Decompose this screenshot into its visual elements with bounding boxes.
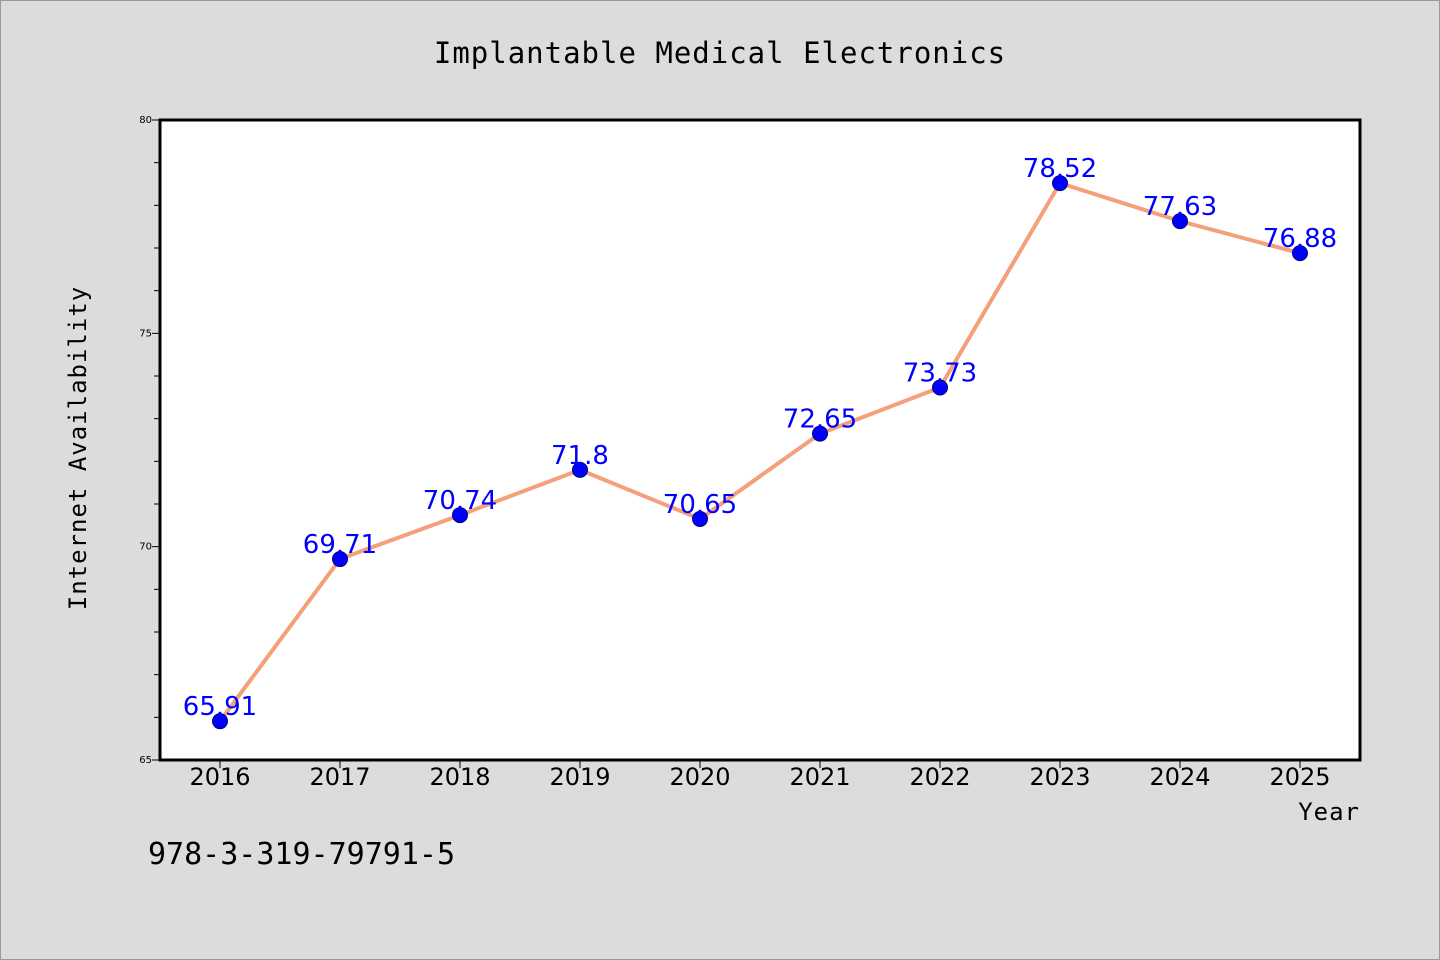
x-tick-label: 2025 — [1269, 763, 1330, 791]
data-label: 76.88 — [1263, 224, 1337, 254]
data-point — [572, 461, 588, 478]
x-tick-label: 2019 — [549, 763, 610, 791]
data-point — [932, 379, 948, 396]
x-axis-ticks: 2016 2017 2018 2019 2020 2021 2022 2023 2024 2025 — [189, 760, 1331, 791]
data-point — [1292, 245, 1308, 262]
footer-code: 978-3-319-79791-5 — [148, 837, 455, 872]
data-label: 72.65 — [783, 405, 857, 435]
y-tick-label: 75 — [139, 328, 152, 339]
data-point — [692, 510, 708, 527]
data-point — [332, 551, 348, 568]
y-tick-label: 70 — [139, 542, 152, 553]
y-axis-ticks: 65 70 75 80 — [139, 115, 160, 766]
data-label: 71.8 — [551, 441, 609, 471]
data-labels: 65.91 69.71 70.74 71.8 70.65 72.65 73.73 78.52 7… — [183, 154, 1337, 722]
y-tick-label: 65 — [139, 755, 152, 766]
series-line — [218, 181, 1301, 723]
x-tick-label: 2017 — [309, 763, 370, 791]
x-axis-label: Year — [1298, 798, 1360, 826]
data-point — [452, 507, 468, 524]
data-label: 70.65 — [663, 490, 737, 520]
data-series — [212, 175, 1308, 730]
data-point — [1172, 213, 1188, 230]
plot-area — [158, 118, 1362, 762]
data-label: 78.52 — [1023, 154, 1097, 184]
x-tick-label: 2023 — [1029, 763, 1090, 791]
x-tick-label: 2021 — [789, 763, 850, 791]
data-label: 65.91 — [183, 692, 257, 722]
data-label: 73.73 — [903, 359, 977, 389]
data-point — [212, 713, 228, 730]
data-label: 70.74 — [423, 486, 497, 516]
data-point — [812, 425, 828, 442]
x-tick-label: 2018 — [429, 763, 490, 791]
x-tick-label: 2020 — [669, 763, 730, 791]
data-point — [1052, 175, 1068, 192]
data-label: 69.71 — [303, 530, 377, 560]
x-tick-label: 2024 — [1149, 763, 1210, 791]
x-tick-label: 2016 — [189, 763, 250, 791]
y-axis-label: Internet Availability — [64, 286, 92, 610]
data-label: 77.63 — [1143, 192, 1217, 222]
chart-title: Implantable Medical Electronics — [434, 36, 1006, 70]
y-tick-label: 80 — [139, 115, 152, 126]
x-tick-label: 2022 — [909, 763, 970, 791]
